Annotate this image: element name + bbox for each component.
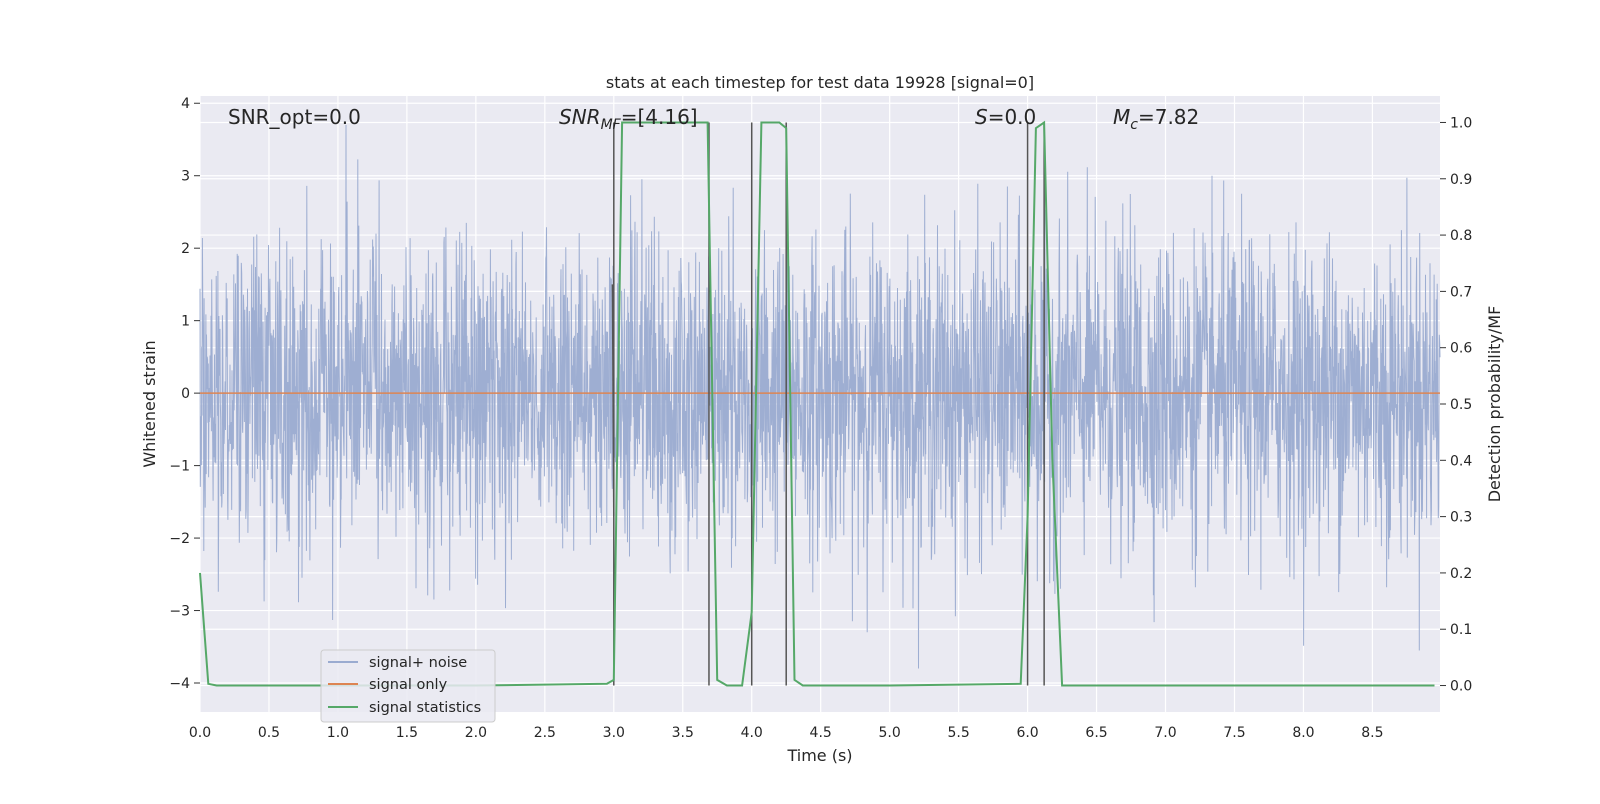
chart-title: stats at each timestep for test data 199… <box>606 73 1034 92</box>
x-tick-label: 3.5 <box>672 725 694 741</box>
y-tick-label: 1 <box>181 314 190 330</box>
y2-tick-label: 0.4 <box>1450 453 1472 469</box>
y-tick-label: 4 <box>181 96 190 112</box>
y2-tick-label: 0.3 <box>1450 510 1472 526</box>
x-tick-label: 4.0 <box>741 725 763 741</box>
noise-layer <box>199 124 1441 669</box>
series-signal-noise <box>199 124 1441 669</box>
annotation-snr-mf-value: =[4.16] <box>621 105 698 129</box>
annotation-s-symbol: S <box>975 105 988 129</box>
y-tick-label: −2 <box>169 531 190 547</box>
x-tick-label: 5.5 <box>947 725 969 741</box>
annotation-mc-sub: c <box>1130 117 1138 133</box>
y-tick-label: 3 <box>181 169 190 185</box>
x-tick-label: 2.5 <box>534 725 556 741</box>
annotation-snr-opt: SNR_opt=0.0 <box>228 105 361 129</box>
gray-segment <box>611 284 615 517</box>
annotation-mc-value: =7.82 <box>1138 105 1199 129</box>
x-tick-label: 7.0 <box>1154 725 1176 741</box>
x-tick-label: 4.5 <box>810 725 832 741</box>
annotation-snr-mf-sub: MF <box>601 117 622 133</box>
annotations: SNR_opt=0.0 SNRMF=[4.16] S=0.0 Mc=7.82 <box>228 105 1199 133</box>
tick-layer: 0.0 0.5 1.0 1.5 2.0 2.5 3.0 3.5 4.0 4.5 5.0 5.5 6.0 6… <box>169 96 1472 741</box>
x-tick-label: 8.5 <box>1361 725 1383 741</box>
x-tick-label: 0.5 <box>258 725 280 741</box>
annotation-mc-symbol: M <box>1113 105 1130 129</box>
x-tick-label: 7.5 <box>1223 725 1245 741</box>
x-tick-label: 8.0 <box>1292 725 1314 741</box>
legend: signal+ noise signal only signal statist… <box>320 649 496 723</box>
x-tick-label: 6.0 <box>1016 725 1038 741</box>
legend-label-signal-noise: signal+ noise <box>369 655 467 671</box>
x-tick-label: 5.0 <box>879 725 901 741</box>
y2-tick-label: 0.8 <box>1450 228 1472 244</box>
x-tick-label: 3.0 <box>603 725 625 741</box>
annotation-s: S=0.0 <box>975 105 1036 129</box>
x-tick-label: 1.0 <box>327 725 349 741</box>
y2-tick-label: 0.7 <box>1450 284 1472 300</box>
legend-label-signal-statistics: signal statistics <box>369 700 481 716</box>
y2-axis-label: Detection probability/MF <box>1485 306 1504 503</box>
x-axis-label: Time (s) <box>786 746 852 765</box>
y2-tick-label: 0.5 <box>1450 397 1472 413</box>
y2-tick-label: 0.9 <box>1450 172 1472 188</box>
x-tick-label: 0.0 <box>189 725 211 741</box>
x-tick-label: 6.5 <box>1085 725 1107 741</box>
y-tick-label: 2 <box>181 241 190 257</box>
y2-tick-label: 0.6 <box>1450 341 1472 357</box>
y-axis-label: Whitened strain <box>140 340 159 467</box>
y2-tick-label: 0.2 <box>1450 566 1472 582</box>
marker-layer <box>199 120 1435 687</box>
y-tick-label: −3 <box>169 604 190 620</box>
legend-label-signal-only: signal only <box>369 677 448 693</box>
x-tick-label: 2.0 <box>465 725 487 741</box>
annotation-mc: Mc=7.82 <box>1113 105 1199 133</box>
y2-tick-label: 0.1 <box>1450 622 1472 638</box>
y-tick-label: −1 <box>169 459 190 475</box>
y-tick-label: −4 <box>169 676 190 692</box>
x-tick-label: 1.5 <box>396 725 418 741</box>
y2-tick-label: 1.0 <box>1450 115 1472 131</box>
legend-box <box>320 649 496 723</box>
y2-tick-label: 0.0 <box>1450 679 1472 695</box>
annotation-snr-mf-symbol: SNR <box>559 105 601 129</box>
annotation-snr-mf: SNRMF=[4.16] <box>559 105 698 133</box>
y-tick-label: 0 <box>181 386 190 402</box>
annotation-s-value: =0.0 <box>988 105 1037 129</box>
